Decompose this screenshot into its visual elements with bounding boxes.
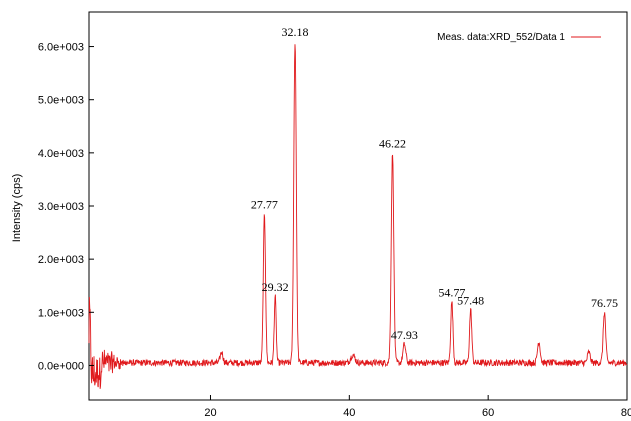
series-line-0: [88, 44, 628, 389]
peak-label: 32.18: [282, 25, 309, 39]
y-tick-label: 6.0e+003: [38, 42, 84, 54]
plot-frame: [88, 11, 628, 401]
x-axis-ticks: 20 40 60 80: [204, 395, 631, 419]
x-tick-label: 20: [204, 407, 216, 419]
legend-label: Meas. data:XRD_552/Data 1: [437, 32, 565, 43]
y-tick-label: 4.0e+003: [38, 148, 84, 160]
y-tick-label: 0.0e+000: [38, 360, 84, 372]
peak-label: 54.77: [438, 285, 465, 299]
y-tick-label: 3.0e+003: [38, 201, 84, 213]
peak-label: 46.22: [379, 137, 406, 151]
x-tick-label: 40: [343, 407, 355, 419]
y-tick-label: 5.0e+003: [38, 95, 84, 107]
peak-label: 27.77: [251, 198, 278, 212]
peak-label: 47.93: [391, 328, 418, 342]
legend: Meas. data:XRD_552/Data 1: [437, 32, 601, 43]
y-axis-ticks: 0.0e+000 1.0e+003 2.0e+003 3.0e+003 4.0e+003…: [38, 42, 94, 372]
y-axis-title: Intensity (cps): [11, 174, 23, 242]
x-tick-label: 60: [482, 407, 494, 419]
peak-label: 29.32: [262, 280, 289, 294]
peak-label: 76.75: [591, 296, 618, 310]
peak-label: 57.48: [457, 293, 484, 307]
x-tick-label: 80: [621, 407, 631, 419]
y-tick-label: 2.0e+003: [38, 254, 84, 266]
y-tick-label: 1.0e+003: [38, 307, 84, 319]
series-layer: [88, 44, 628, 389]
